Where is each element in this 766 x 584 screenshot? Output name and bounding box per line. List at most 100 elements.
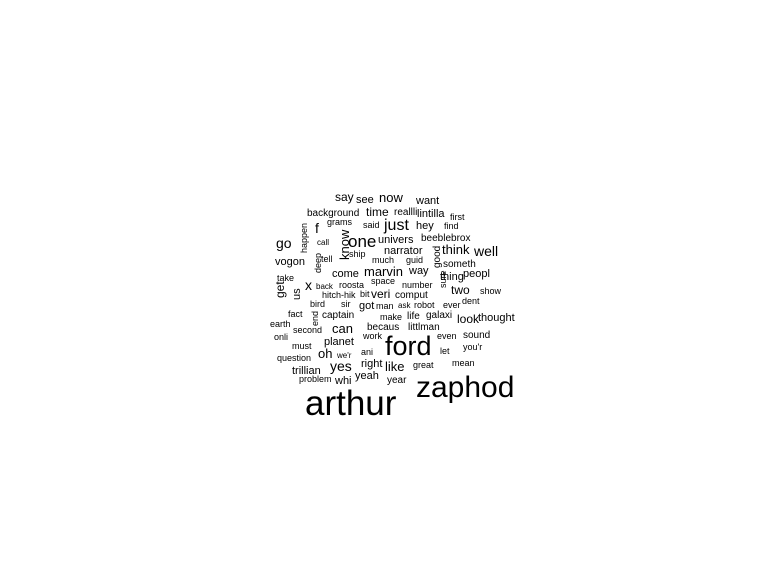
word-grams: grams <box>327 217 353 227</box>
word-x: x <box>305 277 312 293</box>
word-trillian: trillian <box>292 365 321 377</box>
word-ever: ever <box>443 300 461 310</box>
word-dent: dent <box>462 296 480 306</box>
word-time: time <box>366 205 389 219</box>
word-just: just <box>383 217 409 234</box>
word-thought: thought <box>478 312 515 324</box>
word-got: got <box>359 300 374 312</box>
word-bird: bird <box>310 299 325 309</box>
word-guid: guid <box>406 255 423 265</box>
word-well: well <box>473 243 498 259</box>
word-call: call <box>317 238 329 247</box>
word-ford: ford <box>385 331 432 361</box>
word-galaxi: galaxi <box>426 310 452 321</box>
word-whi: whi <box>334 375 352 387</box>
word-sure: sure <box>438 270 448 288</box>
word-ani: ani <box>361 347 373 357</box>
word-someth: someth <box>443 259 476 270</box>
word-roosta: roosta <box>339 280 364 290</box>
word-earth: earth <box>270 319 291 329</box>
word-question: question <box>277 353 311 363</box>
word-work: work <box>362 331 383 341</box>
word-like: like <box>385 359 405 374</box>
word-reallli: reallli <box>394 207 417 218</box>
word-thing: thing <box>440 271 464 283</box>
word-said: said <box>363 220 380 230</box>
word-now: now <box>379 190 403 205</box>
word-ship: ship <box>349 249 366 259</box>
word-becaus: becaus <box>367 322 399 333</box>
word-want: want <box>415 195 439 207</box>
word-narrator: narrator <box>384 245 423 257</box>
word-come: come <box>332 268 359 280</box>
word-comput: comput <box>395 290 428 301</box>
word-fact: fact <box>288 309 303 319</box>
word-planet: planet <box>324 336 354 348</box>
word-mean: mean <box>452 358 475 368</box>
word-good: good <box>432 246 443 268</box>
word-captain: captain <box>322 310 354 321</box>
word-way: way <box>408 265 429 277</box>
word-us: us <box>291 288 303 300</box>
word-take: take <box>277 273 294 283</box>
word-second: second <box>293 325 322 335</box>
word-ask: ask <box>398 301 411 310</box>
word-life: life <box>407 311 420 322</box>
word-marvin: marvin <box>364 264 403 279</box>
word-think: think <box>442 242 470 257</box>
word-must: must <box>292 341 312 351</box>
word-two: two <box>451 283 470 297</box>
word-can: can <box>332 321 353 336</box>
word-man: man <box>376 301 394 311</box>
word-year: year <box>387 375 407 386</box>
word-even: even <box>437 331 457 341</box>
word-hey: hey <box>416 220 434 232</box>
word-problem: problem <box>299 374 332 384</box>
word-much: much <box>372 255 394 265</box>
word-onli: onli <box>274 332 288 342</box>
word-number: number <box>402 280 433 290</box>
word-one: one <box>348 232 376 251</box>
word-know: know <box>337 229 352 260</box>
word-bit: bit <box>360 289 370 299</box>
word-get: get <box>273 281 287 298</box>
word-robot: robot <box>414 300 435 310</box>
word-look: look <box>457 312 480 326</box>
word-first: first <box>450 212 465 222</box>
word-deep: deep <box>313 253 323 273</box>
word-back: back <box>316 282 334 291</box>
word-littlman: littlman <box>408 322 440 333</box>
word-lintilla: lintilla <box>417 208 445 220</box>
word-right: right <box>361 358 382 370</box>
word-peopl: peopl <box>463 268 490 280</box>
word-univers: univers <box>378 234 414 246</box>
word-happen: happen <box>299 223 309 253</box>
word-sound: sound <box>463 330 490 341</box>
word-go: go <box>276 235 292 251</box>
word-f: f <box>315 220 319 236</box>
word-veri: veri <box>371 287 390 301</box>
word-zaphod: zaphod <box>416 371 514 404</box>
word-beeblebrox: beeblebrox <box>421 233 470 244</box>
word-you-r: you'r <box>463 342 482 352</box>
word-end: end <box>310 311 320 326</box>
word-sir: sir <box>341 299 351 309</box>
word-vogon: vogon <box>275 256 305 268</box>
word-let: let <box>440 346 450 356</box>
word-we-r: we'r <box>336 351 352 360</box>
word-space: space <box>371 276 395 286</box>
word-background: background <box>307 208 359 219</box>
word-see: see <box>356 194 374 206</box>
word-find: find <box>444 221 459 231</box>
word-make: make <box>380 312 402 322</box>
word-yes: yes <box>330 358 352 374</box>
word-tell: tell <box>321 254 333 264</box>
word-oh: oh <box>318 346 332 361</box>
word-hitch-hik: hitch-hik <box>322 290 356 300</box>
word-great: great <box>413 360 434 370</box>
word-show: show <box>480 286 502 296</box>
word-yeah: yeah <box>355 370 379 382</box>
word-arthur: arthur <box>305 384 397 423</box>
word-say: say <box>335 190 354 204</box>
